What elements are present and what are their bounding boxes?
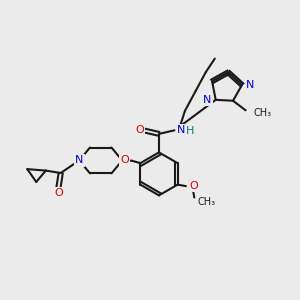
Text: N: N xyxy=(203,95,212,105)
Text: CH₃: CH₃ xyxy=(253,108,271,118)
Text: CH₃: CH₃ xyxy=(197,197,215,207)
Text: O: O xyxy=(189,181,198,191)
Text: N: N xyxy=(177,125,185,135)
Text: O: O xyxy=(120,154,129,165)
Text: O: O xyxy=(54,188,63,198)
Text: O: O xyxy=(136,125,144,135)
Text: N: N xyxy=(246,80,254,90)
Text: H: H xyxy=(186,126,194,136)
Text: N: N xyxy=(75,155,83,166)
